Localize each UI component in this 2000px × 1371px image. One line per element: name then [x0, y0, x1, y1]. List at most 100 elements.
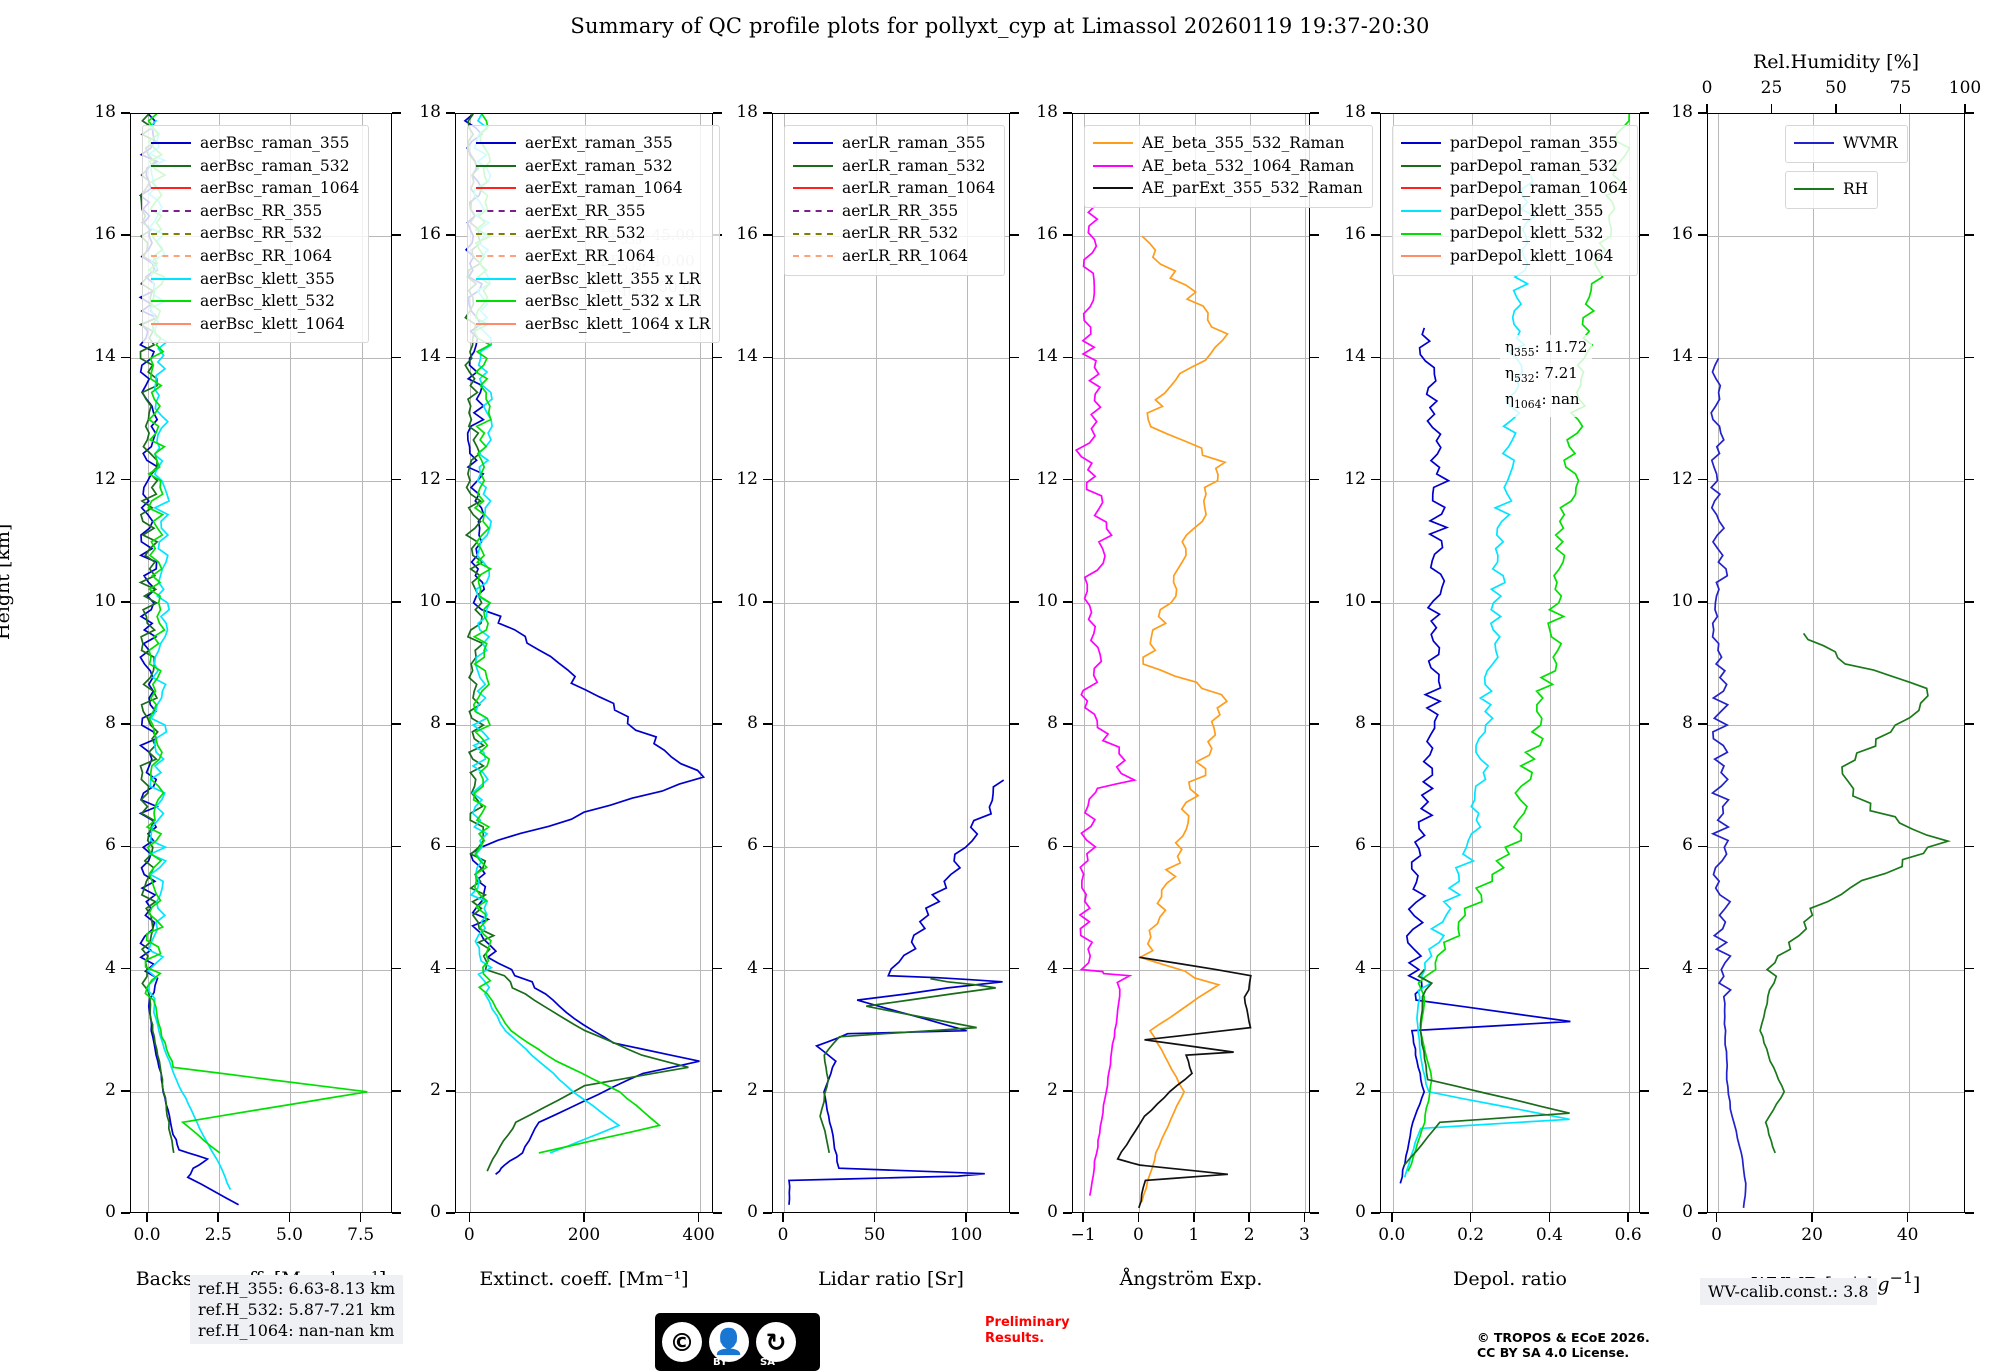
legend-item[interactable]: AE_parExt_355_532_Raman — [1093, 177, 1363, 200]
legend-swatch-line — [1093, 164, 1133, 167]
legend-item[interactable]: AE_beta_532_1064_Raman — [1093, 155, 1363, 178]
legend-lidar-ratio[interactable]: aerLR_raman_355 aerLR_raman_532 aerLR_rama… — [784, 125, 1006, 276]
legend-item[interactable]: aerBsc_klett_355 — [151, 268, 359, 291]
gridline-h — [1073, 480, 1309, 482]
legend-item[interactable]: aerLR_raman_532 — [793, 155, 995, 178]
gridline-h — [1381, 1091, 1639, 1093]
legend-item[interactable]: aerBsc_klett_1064 — [151, 313, 359, 336]
y-tick-mark — [1063, 845, 1072, 848]
cc-license-badge[interactable]: © 👤 ↻ BY SA — [655, 1313, 820, 1371]
legend-item[interactable]: parDepol_klett_1064 — [1401, 245, 1628, 268]
legend-item[interactable]: AE_beta_355_532_Raman — [1093, 132, 1363, 155]
y-tick-mark-right — [713, 356, 722, 359]
y-tick-mark-right — [1640, 845, 1649, 848]
legend-item[interactable]: aerBsc_RR_532 — [151, 222, 359, 245]
x-tick-label: 100 — [949, 1225, 983, 1245]
legend-item[interactable]: RH — [1794, 178, 1868, 201]
legend-label: aerLR_raman_1064 — [842, 179, 996, 198]
legend-item[interactable]: aerBsc_klett_355 x LR — [476, 268, 710, 291]
legend-item[interactable]: aerLR_raman_1064 — [793, 177, 995, 200]
legend-item[interactable]: aerExt_RR_1064 — [476, 245, 710, 268]
y-tick-mark-right — [1640, 112, 1649, 114]
legend-swatch-line — [476, 142, 516, 145]
legend-item[interactable]: aerBsc_raman_355 — [151, 132, 359, 155]
legend-item[interactable]: aerLR_RR_532 — [793, 222, 995, 245]
legend-item[interactable]: parDepol_raman_355 — [1401, 132, 1628, 155]
legend-extinction[interactable]: aerExt_raman_355 aerExt_raman_532 aerExt_r… — [467, 125, 721, 344]
preliminary-line-2: Results. — [985, 1331, 1045, 1346]
eta-annotation: η355: 11.72 η532: 7.21 η1064: nan — [1500, 335, 1593, 417]
eta-value: η355: 11.72 — [1505, 338, 1588, 359]
gridline-h — [1073, 725, 1309, 727]
legend-swatch-line — [151, 187, 191, 190]
legend-angstrom[interactable]: AE_beta_355_532_Raman AE_beta_532_1064_Ra… — [1084, 125, 1373, 208]
y-tick-mark-right — [1640, 723, 1649, 725]
y-tick-label: 18 — [736, 102, 758, 122]
legend-item[interactable]: WVMR — [1794, 132, 1898, 155]
legend-item[interactable]: aerBsc_klett_1064 x LR — [476, 313, 710, 336]
legend-wvmr-rh[interactable]: WVMR — [1785, 125, 1908, 163]
legend-item[interactable]: parDepol_klett_355 — [1401, 200, 1628, 223]
plot-area-wvmr-rh — [1708, 114, 1964, 1212]
y-tick-mark — [1063, 601, 1072, 603]
legend-item[interactable]: aerExt_RR_355 — [476, 200, 710, 223]
y-tick-label: 10 — [1036, 590, 1058, 611]
gridline-h — [456, 725, 712, 727]
y-tick-mark — [446, 478, 455, 481]
y-tick-mark-right — [392, 723, 401, 725]
legend-item[interactable]: aerBsc_klett_532 — [151, 290, 359, 313]
y-tick-label: 12 — [1036, 468, 1058, 489]
x-tick-mark — [1469, 1213, 1472, 1222]
gridline-h — [1073, 1091, 1309, 1093]
y-tick-mark-right — [1310, 234, 1319, 237]
y-tick-mark — [763, 1212, 772, 1214]
y-tick-label: 16 — [1344, 224, 1366, 245]
legend-item[interactable]: parDepol_raman_532 — [1401, 155, 1628, 178]
gridline-h — [1708, 969, 1964, 971]
copyright-line-2: CC BY SA 4.0 License. — [1477, 1345, 1630, 1360]
series-layer-wvmr-rh — [1709, 358, 1952, 1208]
x-tick-mark — [1248, 1213, 1250, 1222]
legend-item[interactable]: aerLR_RR_355 — [793, 200, 995, 223]
legend-item[interactable]: aerLR_RR_1064 — [793, 245, 995, 268]
y-tick-mark-right — [392, 478, 401, 481]
legend-item[interactable]: parDepol_raman_1064 — [1401, 177, 1628, 200]
legend-swatch-line — [151, 323, 191, 326]
preliminary-line-1: Preliminary — [985, 1315, 1070, 1330]
cc-by-label: BY — [713, 1357, 728, 1368]
y-tick-mark — [1063, 478, 1072, 481]
legend-item[interactable]: aerLR_raman_355 — [793, 132, 995, 155]
legend-wvmr-rh-secondary[interactable]: RH — [1785, 171, 1879, 209]
y-tick-label: 4 — [1682, 957, 1693, 978]
gridline-h — [131, 847, 391, 849]
eta-value: η1064: nan — [1505, 390, 1580, 411]
y-tick-mark — [1371, 845, 1380, 848]
gridline-v — [1717, 114, 1719, 1212]
legend-backscatter[interactable]: aerBsc_raman_355 aerBsc_raman_532 aerBsc_r… — [142, 125, 370, 344]
legend-item[interactable]: aerBsc_raman_1064 — [151, 177, 359, 200]
legend-item[interactable]: aerExt_raman_355 — [476, 132, 710, 155]
legend-item[interactable]: parDepol_klett_532 — [1401, 222, 1628, 245]
gridline-h — [1708, 725, 1964, 727]
y-tick-mark — [1371, 234, 1380, 237]
y-tick-mark — [763, 478, 772, 481]
legend-item[interactable]: aerBsc_klett_532 x LR — [476, 290, 710, 313]
y-tick-mark — [121, 1089, 130, 1092]
legend-item[interactable]: aerExt_raman_532 — [476, 155, 710, 178]
legend-swatch-line — [793, 187, 833, 190]
y-tick-mark — [446, 1212, 455, 1214]
x-tick-mark — [359, 1213, 362, 1222]
y-tick-label: 10 — [94, 590, 116, 611]
cc-icon: © — [662, 1322, 702, 1362]
y-tick-mark — [1063, 967, 1072, 970]
y-tick-mark-right — [1010, 356, 1019, 359]
y-tick-mark-right — [713, 967, 722, 970]
legend-item[interactable]: aerBsc_RR_1064 — [151, 245, 359, 268]
legend-item[interactable]: aerExt_raman_1064 — [476, 177, 710, 200]
legend-item[interactable]: aerBsc_RR_355 — [151, 200, 359, 223]
legend-item[interactable]: aerBsc_raman_532 — [151, 155, 359, 178]
legend-depol-ratio[interactable]: parDepol_raman_355 parDepol_raman_532 parD… — [1392, 125, 1638, 276]
plot-panel-angstrom — [1072, 113, 1310, 1213]
y-tick-mark — [121, 723, 130, 725]
legend-item[interactable]: aerExt_RR_532 — [476, 222, 710, 245]
